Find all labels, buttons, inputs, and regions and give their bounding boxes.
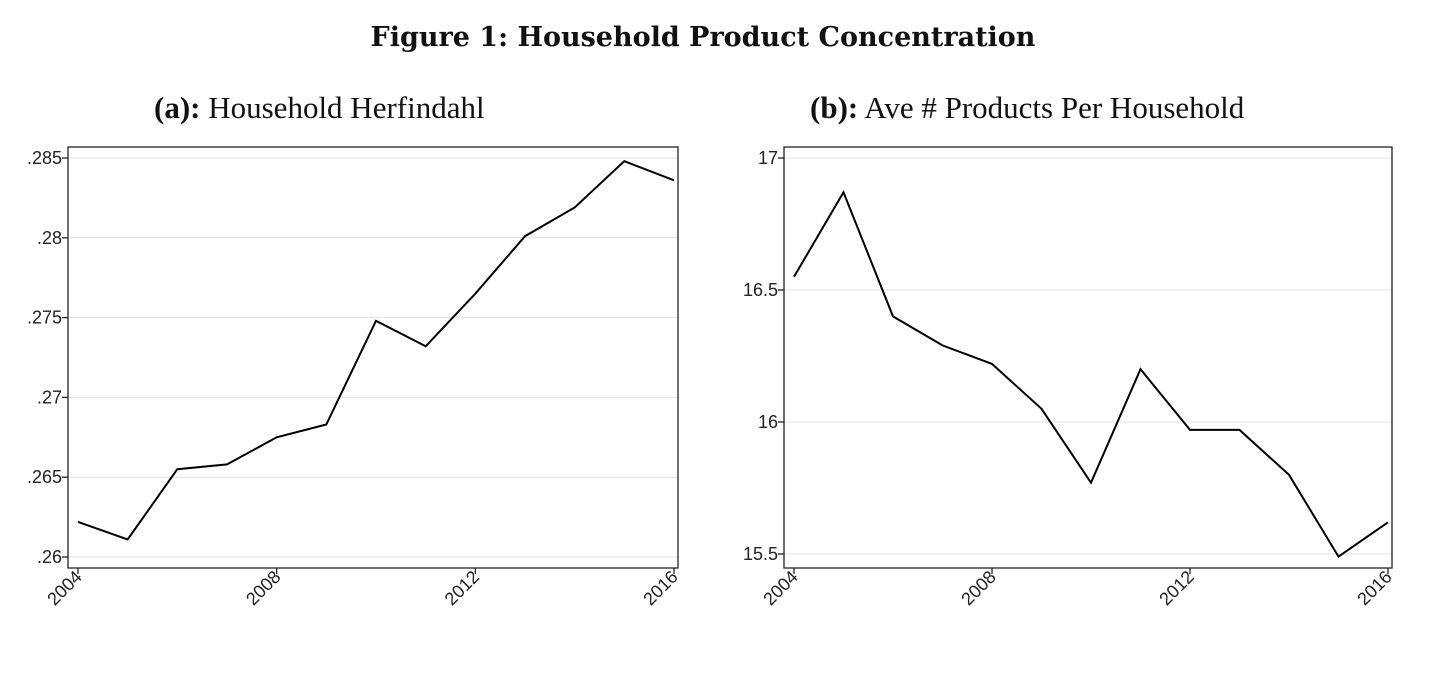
chart2-plot-frame (783, 146, 1393, 569)
chart1-y-tick-label-0: .26 (37, 547, 62, 567)
chart1-plot-frame (67, 146, 679, 569)
chart2-x-tick-label-2: 2012 (1155, 567, 1197, 609)
chart2-y-tick-label-3: 17 (758, 148, 778, 168)
chart1-y-tick-label-3: .275 (27, 308, 62, 328)
panel-a-name: Household Herfindahl (208, 90, 485, 125)
panel-b-letter: (b): (810, 90, 859, 125)
chart2-series-line (793, 190, 1389, 559)
panel-b-name: Ave # Products Per Household (864, 90, 1245, 125)
figure-title: Figure 1: Household Product Concentratio… (370, 22, 1036, 53)
panel-a-letter: (a): (154, 90, 201, 125)
chart1-series-line (77, 160, 675, 541)
chart1-y-tick-label-1: .265 (27, 467, 62, 487)
chart1-y-tick-label-2: .27 (37, 387, 62, 407)
chart2-x-tick-label-3: 2016 (1353, 567, 1395, 609)
chart1-x-tick-label-1: 2008 (242, 567, 284, 609)
chart1-y-tick-label-5: .285 (27, 148, 62, 168)
chart2-x-tick-label-1: 2008 (957, 567, 999, 609)
chart1-x-tick-label-0: 2004 (43, 567, 85, 609)
panel-a-title: (a): Household Herfindahl (154, 90, 485, 126)
chart1-x-tick-label-2: 2012 (441, 567, 483, 609)
chart2-x-tick-label-0: 2004 (759, 567, 801, 609)
chart2-y-tick-label-2: 16.5 (743, 280, 778, 300)
panel-b-title: (b): Ave # Products Per Household (810, 90, 1244, 126)
chart2-y-tick-label-1: 16 (758, 412, 778, 432)
chart1-y-tick-label-4: .28 (37, 228, 62, 248)
chart1-x-tick-label-3: 2016 (639, 567, 681, 609)
chart2-y-tick-label-0: 15.5 (743, 544, 778, 564)
